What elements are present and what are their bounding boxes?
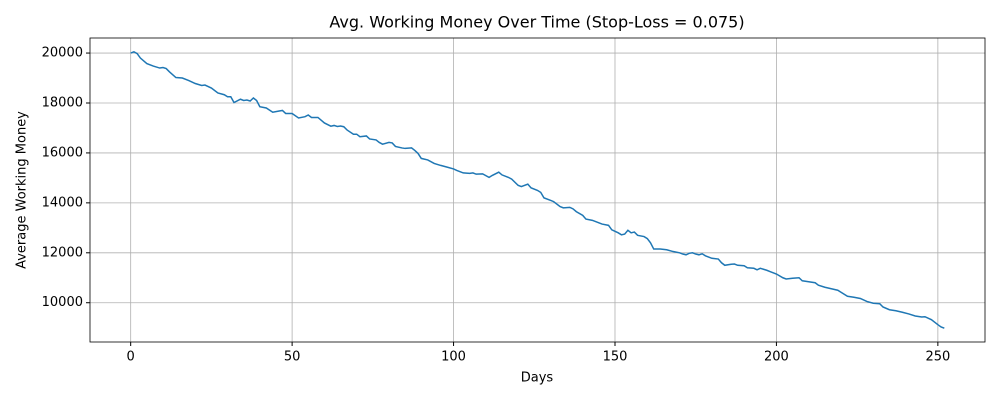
y-tick-label: 20000 bbox=[42, 46, 83, 61]
y-axis-label: Average Working Money bbox=[15, 111, 30, 269]
y-tick-label: 18000 bbox=[42, 95, 83, 110]
x-tick-label: 200 bbox=[764, 350, 789, 365]
x-tick-label: 0 bbox=[127, 350, 135, 365]
chart-title: Avg. Working Money Over Time (Stop-Loss … bbox=[329, 13, 744, 32]
y-tick-label: 16000 bbox=[42, 145, 83, 160]
x-tick-label: 50 bbox=[284, 350, 301, 365]
x-tick-label: 250 bbox=[925, 350, 950, 365]
y-tick-label: 12000 bbox=[42, 245, 83, 260]
plot-frame bbox=[89, 37, 986, 343]
y-tick-label: 10000 bbox=[42, 295, 83, 310]
x-tick-label: 100 bbox=[441, 350, 466, 365]
x-axis-label: Days bbox=[521, 371, 554, 386]
data-line bbox=[130, 50, 945, 329]
x-tick-label: 150 bbox=[603, 350, 628, 365]
y-tick-label: 14000 bbox=[42, 195, 83, 210]
